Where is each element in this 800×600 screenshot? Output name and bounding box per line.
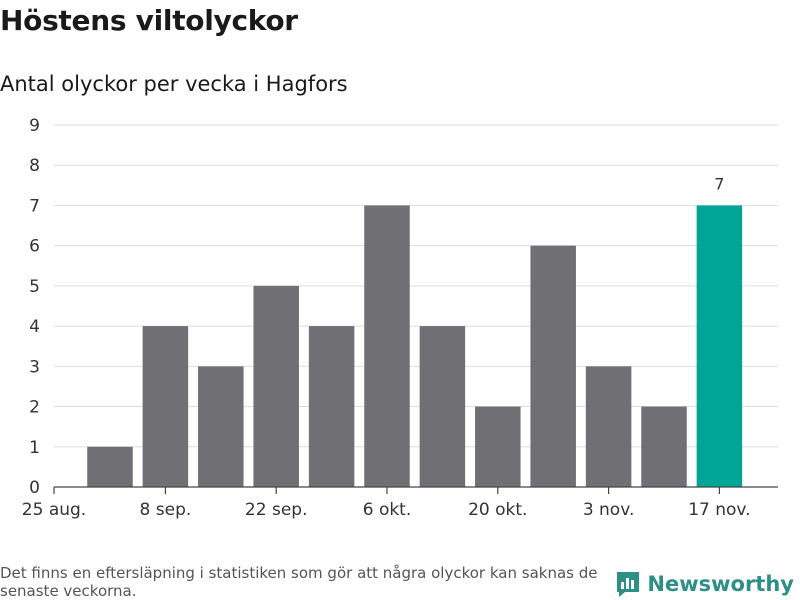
- footnote: Det finns en eftersläpning i statistiken…: [0, 564, 598, 600]
- y-tick-label: 4: [29, 317, 40, 337]
- y-tick-label: 6: [29, 237, 40, 257]
- bar-highlighted: [696, 205, 743, 487]
- y-tick-label: 7: [29, 196, 40, 216]
- y-tick-label: 3: [29, 357, 40, 377]
- y-tick-label: 5: [29, 277, 40, 297]
- bar: [253, 285, 299, 487]
- x-tick-label: 17 nov.: [688, 500, 750, 520]
- x-tick-label: 25 aug.: [22, 500, 86, 520]
- bar: [475, 406, 521, 487]
- axes: 0 1 2 3 4 5 6 7 8 9 25 aug. 8 sep. 22 sep. 6 okt. 20 o…: [22, 116, 778, 520]
- y-tick-label: 2: [29, 398, 40, 418]
- chart-title: Höstens viltolyckor: [0, 4, 298, 37]
- x-tick-label: 3 nov.: [583, 500, 635, 520]
- chart-subtitle: Antal olyckor per vecka i Hagfors: [0, 72, 348, 96]
- y-tick-label: 1: [29, 438, 40, 458]
- bar-chart: 7 0 1 2 3 4 5 6 7 8 9 25 aug. 8 sep. 22 sep. 6 okt. 20…: [22, 116, 778, 520]
- bar: [585, 366, 632, 487]
- bar: [419, 326, 466, 487]
- bar: [142, 326, 189, 487]
- newsworthy-logo-icon: [617, 572, 640, 597]
- brand-name: Newsworthy: [647, 572, 794, 596]
- bar: [364, 205, 410, 487]
- data-label: 7: [714, 174, 724, 193]
- bars: 7: [87, 174, 743, 487]
- x-tick-label: 20 okt.: [468, 500, 527, 520]
- x-tick-label: 6 okt.: [363, 500, 412, 520]
- bar: [308, 326, 355, 487]
- y-tick-label: 8: [29, 156, 40, 176]
- gridlines: [54, 124, 778, 448]
- y-tick-label: 0: [29, 478, 40, 498]
- bar: [87, 446, 133, 487]
- y-tick-label: 9: [29, 116, 40, 136]
- bar: [530, 245, 576, 487]
- bar: [198, 366, 244, 487]
- x-tick-label: 8 sep.: [140, 500, 192, 520]
- brand-logo: Newsworthy: [615, 570, 794, 598]
- bar: [641, 406, 687, 487]
- x-tick-label: 22 sep.: [245, 500, 308, 520]
